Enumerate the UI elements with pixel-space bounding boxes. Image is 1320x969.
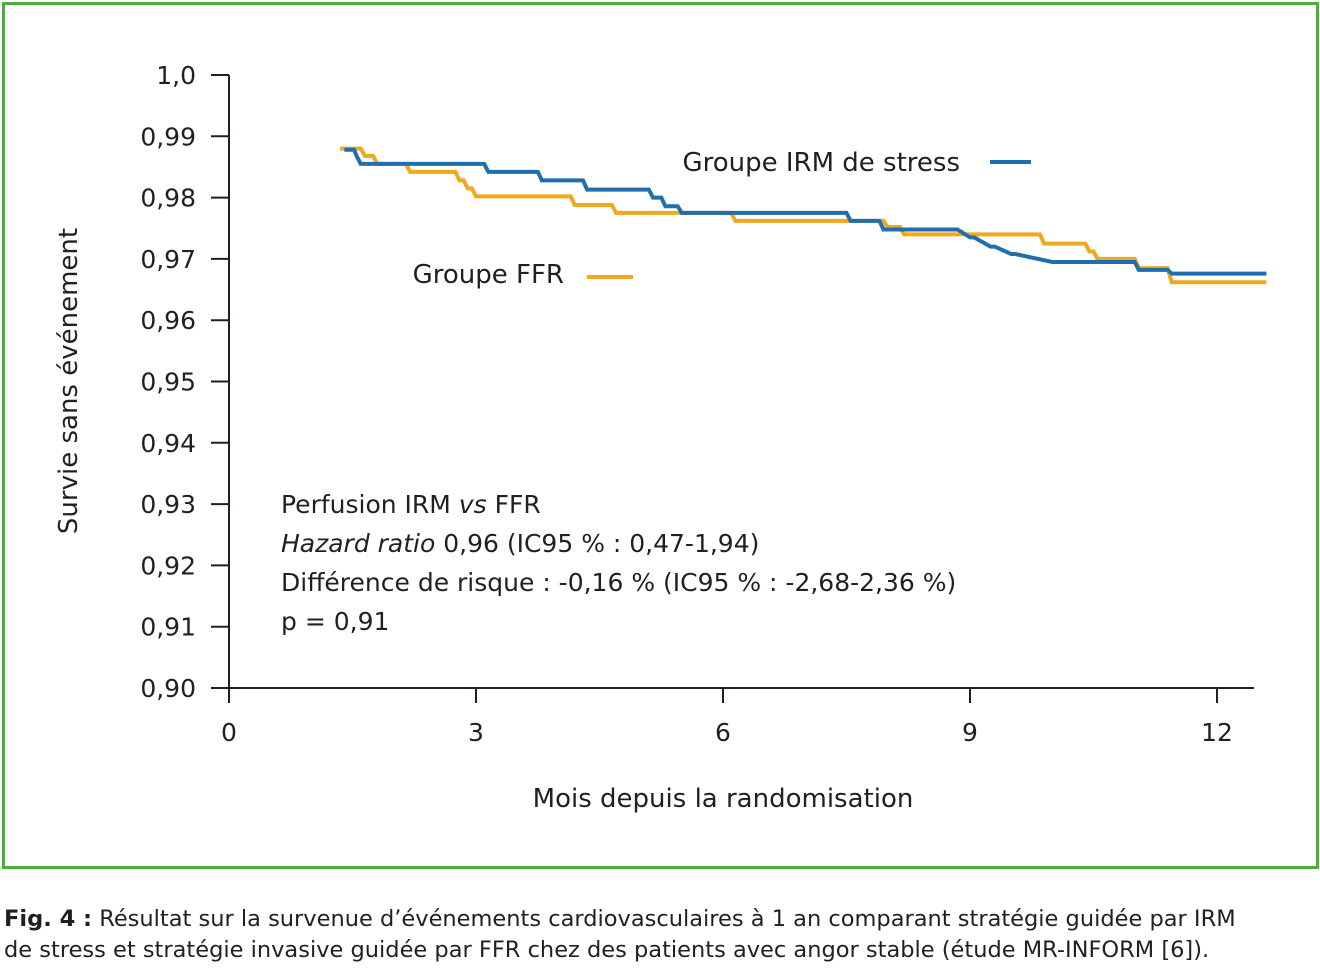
y-tick-label: 0,90 (140, 674, 196, 703)
caption-line-1: Fig. 4 : Résultat sur la survenue d’évén… (4, 904, 1316, 935)
series-line-irm (344, 147, 1267, 276)
caption-text-1: Résultat sur la survenue d’événements ca… (92, 906, 1236, 932)
figure-caption: Fig. 4 : Résultat sur la survenue d’évén… (4, 904, 1316, 966)
y-tick-label: 0,95 (140, 368, 196, 397)
stats-line-4: p = 0,91 (281, 607, 389, 636)
stats-annotation: Perfusion IRM vs FFR Hazard ratio 0,96 (… (281, 490, 956, 636)
caption-label: Fig. 4 : (4, 906, 93, 932)
legend: Groupe IRM de stress Groupe FFR (413, 148, 1031, 290)
kaplan-meier-chart: 1,0 0,99 0,98 0,97 0,96 0,95 0,94 0,93 0,92 0,91 0… (54, 61, 1267, 814)
legend-label-ffr: Groupe FFR (413, 260, 564, 290)
stats-line-2: Hazard ratio 0,96 (IC95 % : 0,47-1,94) (281, 529, 759, 558)
y-tick-label: 0,91 (140, 613, 196, 642)
y-tick-label: 0,98 (140, 184, 196, 213)
y-tick-label: 0,97 (140, 245, 196, 274)
y-axis: 1,0 0,99 0,98 0,97 0,96 0,95 0,94 0,93 0,92 0,91 0… (140, 61, 230, 703)
caption-line-2: de stress et stratégie invasive guidée p… (4, 937, 1210, 963)
series-line-ffr (340, 146, 1267, 285)
x-tick-label: 0 (221, 718, 237, 747)
x-tick-label: 3 (468, 718, 484, 747)
x-tick-label: 6 (715, 718, 731, 747)
x-axis: 0 3 6 9 12 (221, 687, 1254, 747)
figure-frame (2, 2, 1319, 869)
y-tick-label: 1,0 (156, 61, 196, 90)
x-tick-label: 12 (1201, 718, 1233, 747)
stats-line-3: Différence de risque : -0,16 % (IC95 % :… (281, 568, 956, 597)
y-tick-label: 0,94 (140, 429, 196, 458)
x-tick-label: 9 (962, 718, 978, 747)
stats-line-1: Perfusion IRM vs FFR (281, 490, 541, 519)
y-tick-label: 0,99 (140, 122, 196, 151)
y-tick-label: 0,96 (140, 306, 196, 335)
y-tick-label: 0,92 (140, 551, 196, 580)
legend-label-irm: Groupe IRM de stress (682, 148, 960, 178)
y-axis-title: Survie sans événement (54, 228, 84, 534)
y-tick-label: 0,93 (140, 490, 196, 519)
x-axis-title: Mois depuis la randomisation (533, 784, 914, 814)
series-lines (340, 146, 1267, 285)
